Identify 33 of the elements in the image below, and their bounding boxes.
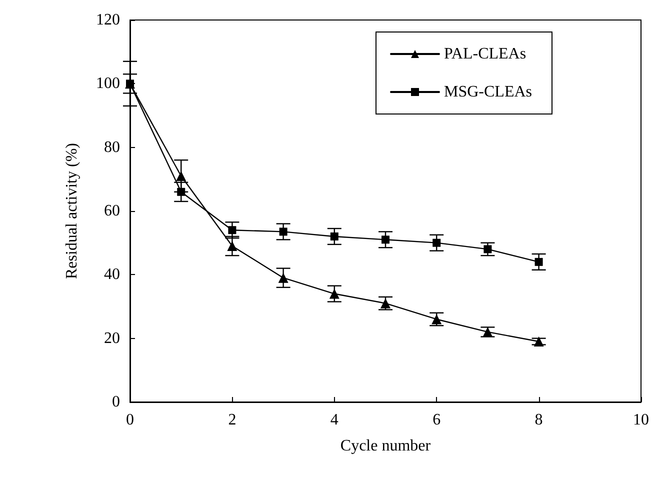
y-tick-label: 120 — [96, 12, 120, 28]
point — [177, 188, 186, 196]
point — [382, 236, 390, 244]
legend-label: PAL-CLEAs — [444, 46, 526, 62]
y-tick-label: 20 — [104, 330, 120, 347]
y-tick-label: 60 — [104, 202, 120, 220]
point — [534, 258, 543, 266]
y-axis-title: Residual activity (%) — [64, 143, 80, 279]
point — [380, 298, 390, 308]
x-tick-label: 2 — [228, 412, 236, 428]
point — [482, 326, 493, 337]
point — [329, 288, 340, 299]
x-tick-label: 0 — [126, 412, 134, 428]
point — [432, 314, 442, 324]
x-tick-label: 8 — [534, 412, 543, 428]
x-tick-label: 10 — [633, 412, 649, 428]
point — [227, 241, 238, 252]
point — [278, 272, 288, 283]
x-tick-label: 6 — [432, 412, 441, 428]
x-tick-label: 4 — [330, 412, 338, 428]
point — [176, 170, 186, 181]
x-axis-title: Cycle number — [340, 438, 432, 454]
point — [279, 228, 288, 236]
point — [484, 245, 492, 254]
point — [534, 336, 544, 347]
point — [330, 232, 338, 240]
legend-label: MSG-CLEAs — [444, 84, 532, 100]
y-tick-label: 40 — [104, 266, 120, 284]
point — [228, 226, 236, 234]
point — [432, 238, 441, 247]
y-tick-label: 0 — [112, 394, 120, 410]
y-tick-label: 80 — [104, 138, 120, 156]
y-tick-label: 100 — [96, 75, 120, 92]
